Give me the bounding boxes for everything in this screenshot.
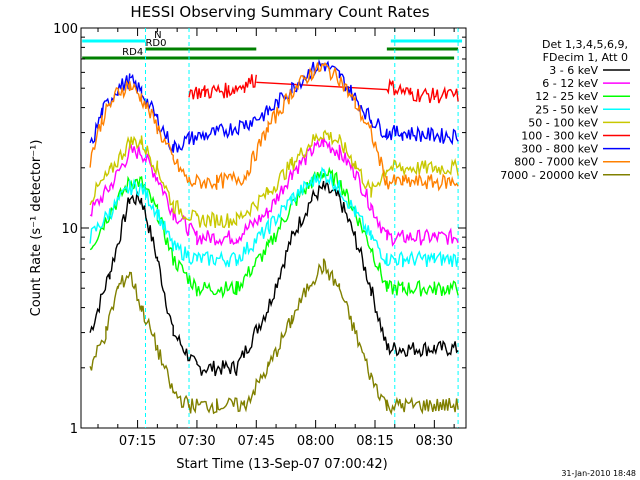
legend-label: 6 - 12 keV [542,77,598,90]
series-line [89,166,459,269]
legend: Det 1,3,4,5,6,9,FDecim 1, Att 03 - 6 keV… [500,38,630,182]
legend-label: 7000 - 20000 keV [500,169,598,182]
series-line [89,180,459,377]
x-tick-label: 07:15 [119,434,156,449]
x-tick-label: 07:30 [178,434,215,449]
x-tick-label: 07:45 [238,434,275,449]
y-axis-label: Count Rate (s⁻¹ detector⁻¹) [29,140,44,317]
x-axis-label: Start Time (13-Sep-07 07:00:42) [176,457,387,472]
plot-timestamp: 31-Jan-2010 18:48 [561,469,636,478]
flag-label-rd0: RD0 [145,38,166,49]
x-tick-label: 08:30 [416,434,453,449]
series-line [89,136,459,247]
series-line [89,129,459,229]
legend-label: 800 - 7000 keV [514,156,598,169]
series-line [89,166,459,299]
series-line [89,58,459,153]
y-tick-label: 100 [53,22,78,37]
legend-label: 100 - 300 keV [521,130,598,143]
y-tick-label: 1 [70,422,78,437]
series-line [89,258,459,416]
x-tick-label: 08:00 [297,434,334,449]
series-line [89,61,459,192]
legend-header: Det 1,3,4,5,6,9, [542,38,628,51]
chart-title: HESSI Observing Summary Count Rates [130,3,429,21]
y-tick-label: 10 [61,222,78,237]
series-lines [89,58,459,416]
axes: 07:15 07:30 07:45 08:00 08:15 08:30 1 10 100 [53,22,466,449]
legend-label: 3 - 6 keV [549,64,598,77]
flag-label-n: N [154,30,161,41]
series-line [188,74,459,104]
legend-label: 50 - 100 keV [528,116,598,129]
legend-header: FDecim 1, Att 0 [543,51,628,64]
flag-label-rd4: RD4 [122,47,143,58]
legend-label: 12 - 25 keV [535,90,598,103]
legend-label: 25 - 50 keV [535,103,598,116]
x-tick-label: 08:15 [356,434,393,449]
legend-label: 300 - 800 keV [521,143,598,156]
